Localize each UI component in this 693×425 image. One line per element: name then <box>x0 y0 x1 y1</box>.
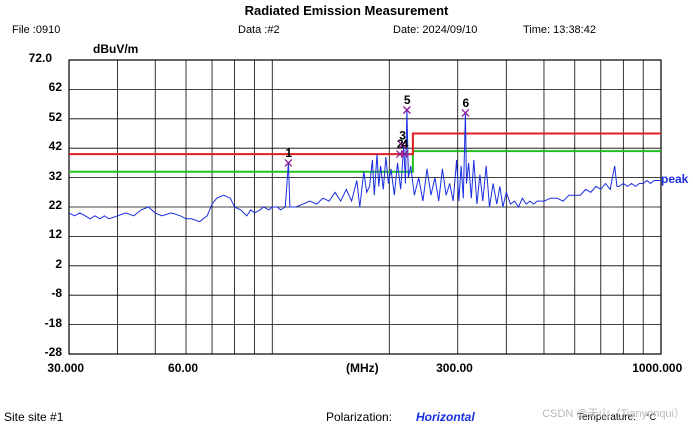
y-tick-label: 72.0 <box>28 51 52 65</box>
marker-3: 3 <box>398 128 407 150</box>
marker-label: 6 <box>462 96 469 110</box>
temperature-label: Temperature: <box>577 412 636 423</box>
margin-line <box>69 150 661 173</box>
y-tick-label: 32 <box>48 168 62 183</box>
y-tick-label: 2 <box>55 256 62 271</box>
limit-line <box>69 132 661 156</box>
marker-cross <box>400 150 409 159</box>
y-axis-unit: dBuV/m <box>93 42 139 56</box>
x-tick-label: 1000.000 <box>632 361 683 375</box>
file-label: File :0910 <box>12 24 61 36</box>
temperature-unit: °C <box>646 412 657 422</box>
series-label-peak: peak <box>661 172 689 186</box>
y-tick-label: 42 <box>48 139 62 154</box>
y-tick-label: -18 <box>44 315 62 330</box>
polarization-label: Polarization: <box>326 410 393 424</box>
time-label: Time: 13:38:42 <box>523 24 596 36</box>
marker-label: 3 <box>399 128 406 142</box>
marker-label: 5 <box>404 93 411 107</box>
marker-6: 6 <box>461 96 470 117</box>
y-tick-label: 12 <box>48 227 62 242</box>
peak-trace <box>68 109 661 223</box>
chart-title: Radiated Emission Measurement <box>244 3 449 18</box>
marker-1: 1 <box>284 146 293 167</box>
marker-label: 1 <box>285 146 292 160</box>
y-tick-label: -28 <box>44 345 62 359</box>
marker-4: 4 <box>400 137 409 159</box>
marker-label: 4 <box>402 137 409 151</box>
y-tick-label: -8 <box>51 286 62 301</box>
site-label: Site site #1 <box>4 410 64 424</box>
y-tick-label: 52 <box>48 109 62 124</box>
watermark: CSDN @天山（Tianyonqui） <box>542 408 685 420</box>
data-label: Data :#2 <box>238 24 280 36</box>
x-tick-label: 300.00 <box>436 361 473 375</box>
marker-cross <box>402 106 411 114</box>
polarization-value: Horizontal <box>416 410 475 424</box>
marker-cross <box>398 141 407 150</box>
x-tick-label: 30.000 <box>47 361 85 375</box>
y-tick-label: 22 <box>48 198 62 212</box>
marker-cross <box>284 158 293 167</box>
marker-5: 5 <box>402 93 411 114</box>
date-label: Date: 2024/09/10 <box>393 24 478 36</box>
plot-grid <box>68 59 662 355</box>
x-axis-unit: (MHz) <box>346 361 379 375</box>
y-tick-label: 62 <box>48 80 62 95</box>
x-tick-label: 60.00 <box>168 361 199 375</box>
marker-cross <box>461 108 470 117</box>
